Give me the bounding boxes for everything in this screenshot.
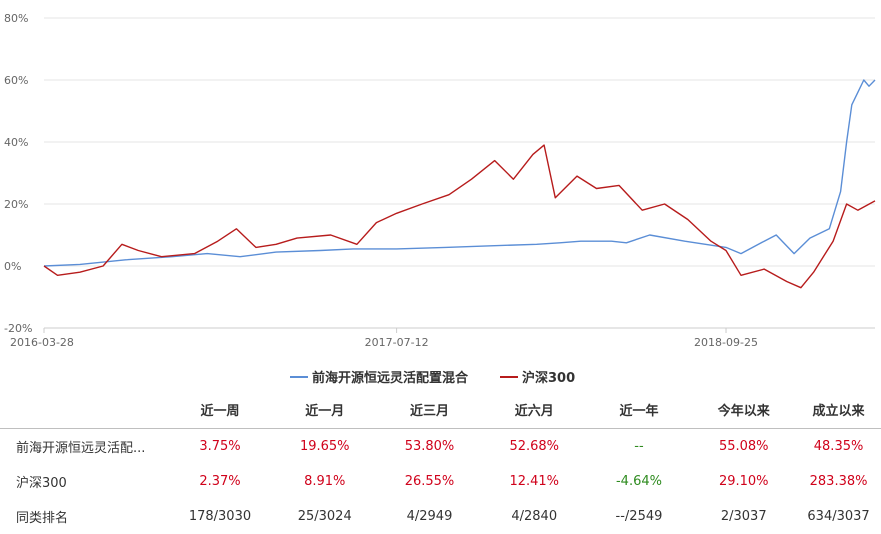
legend-label-index: 沪深300 bbox=[522, 370, 575, 386]
table-cell: 12.41% bbox=[509, 474, 560, 489]
y-tick-label: 20% bbox=[4, 198, 28, 211]
chart-area: 80% 60% 40% 20% 0% -20% 2016-03-28 2017-07-12 20… bbox=[4, 12, 876, 386]
y-tick-label: 0% bbox=[4, 260, 21, 273]
row-name-fund[interactable]: 前海开源恒远灵活配... bbox=[16, 441, 146, 456]
index-series-line bbox=[43, 144, 876, 289]
y-tick-label: -20% bbox=[4, 322, 32, 335]
table-header-empty bbox=[0, 390, 168, 429]
table-cell: 178/3030 bbox=[188, 509, 252, 524]
y-tick-label: 40% bbox=[4, 136, 28, 149]
x-tick-label: 2016-03-28 bbox=[10, 336, 74, 349]
table-cell: -- bbox=[634, 439, 644, 454]
table-cell: 4/2840 bbox=[511, 509, 558, 524]
table-row: 沪深300 2.37% 8.91% 26.55% 12.41% -4.64% 2… bbox=[0, 464, 881, 499]
table-header-week: 近一周 bbox=[167, 390, 273, 429]
table-cell: 3.75% bbox=[199, 439, 241, 454]
table-header-row: 近一周 近一月 近三月 近六月 近一年 今年以来 成立以来 bbox=[0, 390, 881, 429]
table-cell: 19.65% bbox=[299, 439, 350, 454]
table-cell: -4.64% bbox=[615, 474, 662, 489]
table-cell: 52.68% bbox=[509, 439, 560, 454]
performance-table: 近一周 近一月 近三月 近六月 近一年 今年以来 成立以来 前海开源恒远灵活配.… bbox=[0, 390, 881, 534]
table-header-year: 近一年 bbox=[586, 390, 692, 429]
table-row: 前海开源恒远灵活配... 3.75% 19.65% 53.80% 52.68% … bbox=[0, 429, 881, 465]
table-row: 同类排名 178/3030 25/3024 4/2949 4/2840 --/2… bbox=[0, 499, 881, 534]
table-cell: 2/3037 bbox=[720, 509, 767, 524]
table-header-since-inception: 成立以来 bbox=[796, 390, 881, 429]
table-cell: 283.38% bbox=[809, 474, 868, 489]
line-chart: 80% 60% 40% 20% 0% -20%2016-03-28 2017-07-12 20… bbox=[4, 12, 876, 386]
y-tick-label: 60% bbox=[4, 74, 28, 87]
legend-label-fund: 前海开源恒远灵活配置混合 bbox=[312, 370, 469, 386]
table-cell: 8.91% bbox=[304, 474, 346, 489]
table-cell: 634/3037 bbox=[807, 509, 870, 524]
table-cell: 26.55% bbox=[404, 474, 455, 489]
table-header-3month: 近三月 bbox=[377, 390, 482, 429]
table-cell: 55.08% bbox=[718, 439, 769, 454]
table-cell: 2.37% bbox=[199, 474, 241, 489]
fund-series-line bbox=[43, 79, 876, 267]
table-header-month: 近一月 bbox=[272, 390, 378, 429]
table-header-ytd: 今年以来 bbox=[691, 390, 797, 429]
row-name-rank: 同类排名 bbox=[16, 511, 69, 526]
table-cell: 29.10% bbox=[718, 474, 769, 489]
y-tick-label: 80% bbox=[4, 12, 28, 25]
table-cell: 53.80% bbox=[404, 439, 455, 454]
x-tick-label: 2018-09-25 bbox=[694, 336, 758, 349]
x-tick-label: 2017-07-12 bbox=[365, 336, 429, 349]
table-cell: 48.35% bbox=[813, 439, 864, 454]
table-cell: 25/3024 bbox=[297, 509, 352, 524]
table-cell: 4/2949 bbox=[406, 509, 453, 524]
row-name-index: 沪深300 bbox=[16, 476, 67, 491]
table-cell: --/2549 bbox=[615, 509, 663, 524]
table-header-6month: 近六月 bbox=[481, 390, 587, 429]
